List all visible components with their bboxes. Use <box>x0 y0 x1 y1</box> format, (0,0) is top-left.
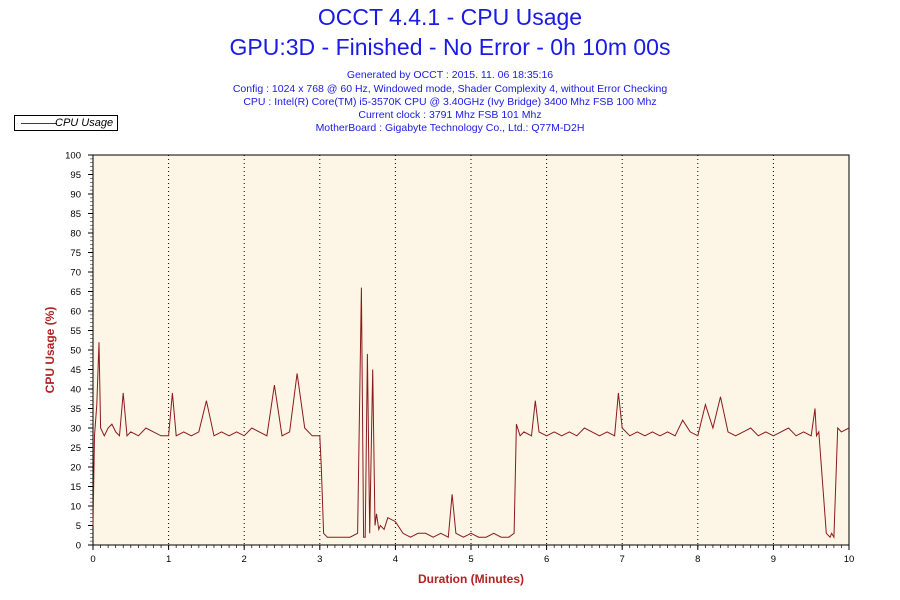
info-motherboard: MotherBoard : Gigabyte Technology Co., L… <box>315 122 585 134</box>
x-tick-label-1: 1 <box>166 554 171 565</box>
y-tick-label-50: 50 <box>70 346 81 357</box>
x-tick-label-6: 6 <box>544 554 549 565</box>
info-current-clock: Current clock : 3791 Mhz FSB 101 Mhz <box>358 109 542 121</box>
chart-title: OCCT 4.4.1 - CPU Usage <box>317 4 583 30</box>
y-tick-label-100: 100 <box>65 151 81 162</box>
chart-subtitle: GPU:3D - Finished - No Error - 0h 10m 00… <box>229 34 671 60</box>
y-tick-label-45: 45 <box>70 365 81 376</box>
info-generated: Generated by OCCT : 2015. 11. 06 18:35:1… <box>346 69 554 81</box>
y-tick-label-95: 95 <box>70 170 81 181</box>
legend-label: CPU Usage <box>55 117 114 129</box>
y-tick-label-15: 15 <box>70 482 81 493</box>
series-line-cpu-usage <box>92 287 850 539</box>
y-tick-label-10: 10 <box>70 502 81 513</box>
axes: 0 1 2 3 4 5 6 7 8 9 100510152025303540455055606570… <box>65 151 854 566</box>
y-tick-label-20: 20 <box>70 463 81 474</box>
y-tick-label-85: 85 <box>70 209 81 220</box>
y-axis-title: CPU Usage (%) <box>43 307 57 394</box>
y-tick-label-90: 90 <box>70 190 81 201</box>
legend: CPU Usage <box>14 115 118 131</box>
y-tick-label-5: 5 <box>76 521 81 532</box>
series-group <box>92 287 850 539</box>
x-tick-label-10: 10 <box>844 554 855 565</box>
y-tick-label-65: 65 <box>70 287 81 298</box>
x-tick-label-9: 9 <box>771 554 776 565</box>
y-tick-label-0: 0 <box>76 541 81 552</box>
x-tick-label-5: 5 <box>468 554 473 565</box>
x-axis-title: Duration (Minutes) <box>418 572 524 586</box>
y-tick-label-60: 60 <box>70 307 81 318</box>
info-cpu: CPU : Intel(R) Core(TM) i5-3570K CPU @ 3… <box>243 96 657 108</box>
y-tick-label-25: 25 <box>70 443 81 454</box>
plot-area <box>92 154 850 546</box>
y-tick-label-35: 35 <box>70 404 81 415</box>
y-tick-label-40: 40 <box>70 385 81 396</box>
y-tick-label-75: 75 <box>70 248 81 259</box>
y-tick-label-30: 30 <box>70 424 81 435</box>
x-tick-label-2: 2 <box>242 554 247 565</box>
grid <box>168 155 774 545</box>
x-tick-label-7: 7 <box>620 554 625 565</box>
y-tick-label-70: 70 <box>70 268 81 279</box>
legend-swatch <box>21 123 57 124</box>
info-config: Config : 1024 x 768 @ 60 Hz, Windowed mo… <box>232 83 668 95</box>
x-tick-label-8: 8 <box>695 554 700 565</box>
y-tick-label-55: 55 <box>70 326 81 337</box>
y-tick-label-80: 80 <box>70 229 81 240</box>
x-tick-label-3: 3 <box>317 554 322 565</box>
x-tick-label-4: 4 <box>393 554 398 565</box>
x-tick-label-0: 0 <box>90 554 95 565</box>
